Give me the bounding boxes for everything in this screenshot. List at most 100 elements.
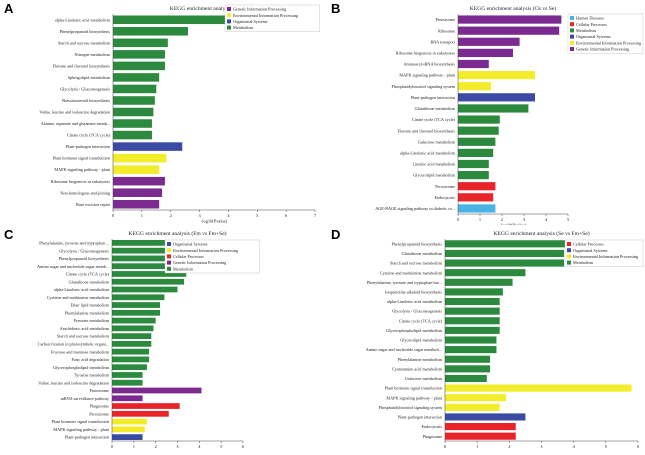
bar-label: Base excision repair xyxy=(76,202,111,207)
bar-label: Citrate cycle (TCA cycle) xyxy=(67,133,111,138)
legend-label: Metabolism xyxy=(233,25,254,30)
bar xyxy=(113,96,155,105)
bar-label: Carbon fixation in photosynthetic organi… xyxy=(38,341,109,346)
x-tick-label: 5 xyxy=(567,217,570,222)
x-tick-label: 3 xyxy=(176,444,179,449)
bar xyxy=(458,193,494,202)
bar xyxy=(445,403,500,411)
bar xyxy=(445,269,526,277)
legend-label: Organismal Systems xyxy=(573,248,608,253)
panel-a: A KEGG enrichment analysis (Ck vs Fm) alp… xyxy=(0,0,322,225)
bar xyxy=(445,336,497,344)
bar-label: alpha-Linolenic acid metabolism xyxy=(55,17,111,22)
bar xyxy=(112,426,145,433)
bar-label: Flavone and flavonol biosynthesis xyxy=(53,63,111,68)
legend-swatch xyxy=(167,266,171,271)
x-tick-label: 4 xyxy=(227,213,230,218)
bar xyxy=(458,71,535,80)
legend-swatch xyxy=(167,248,171,253)
chart-c: KEGG enrichment analysis (Fm vs Fm+Se) Ph… xyxy=(37,230,260,455)
bar-label: Phenylpropanoid biosynthesis xyxy=(59,256,110,261)
x-tick-label: 4 xyxy=(545,217,548,222)
bar-label: Glycerolipid metabolism xyxy=(413,173,455,178)
bar-label: Valine, leucine and isoleucine degradati… xyxy=(39,110,111,116)
bar xyxy=(445,249,565,257)
x-tick-label: 3 xyxy=(540,444,543,449)
x-tick-label: 3 xyxy=(198,213,201,218)
bar-label: Phenylalanine, tyrosine and tryptophan .… xyxy=(39,240,109,246)
bar-label: Phenylalanine, tyrosine and tryptophan b… xyxy=(367,280,442,286)
bar xyxy=(112,356,150,363)
bar xyxy=(112,294,165,301)
legend-swatch xyxy=(167,260,171,265)
bar-label: Plant hormone signal transduction xyxy=(52,419,110,424)
bar xyxy=(113,61,165,71)
legend-label: Cellular Processes xyxy=(173,254,204,259)
bar-label: Starch and sucrose metabolism xyxy=(58,40,111,45)
bar xyxy=(458,48,513,57)
legend-label: Environmental Information Processing xyxy=(576,40,642,45)
bar xyxy=(113,119,152,128)
bar xyxy=(113,188,163,197)
chart-title: KEGG enrichment analysis (Fm vs Fm+Se) xyxy=(128,230,226,237)
bar-label: Fatty acid degradation xyxy=(72,357,110,362)
bar-label: Plant hormone signal transduction xyxy=(385,386,443,391)
bar-label: Glycolysis / Gluconeogenesis xyxy=(392,309,442,314)
x-tick-label: 7 xyxy=(314,213,317,218)
bar-label: RNA transport xyxy=(430,39,455,44)
bar xyxy=(113,107,154,117)
bar-label: Valine, leucine and isoleucine degradati… xyxy=(38,380,110,386)
bar-label: Ribosome biogenesis in eukaryotes xyxy=(396,50,456,55)
legend-label: Cellular Processes xyxy=(573,242,604,247)
bar xyxy=(445,278,513,286)
bar xyxy=(458,115,500,124)
bar xyxy=(458,159,489,169)
bar xyxy=(112,286,178,293)
bar xyxy=(445,374,487,383)
x-tick-label: 2 xyxy=(155,444,157,449)
x-tick-label: 6 xyxy=(285,213,288,218)
legend-box xyxy=(224,4,320,32)
panel-a-letter: A xyxy=(4,1,14,16)
panel-c-letter: C xyxy=(4,227,14,242)
bar-label: MAPK signaling pathway - plant xyxy=(386,395,442,400)
bar xyxy=(458,137,496,146)
bar xyxy=(458,15,562,24)
x-tick-label: 2 xyxy=(170,213,172,218)
bar-label: mRNA surveillance pathway xyxy=(61,396,110,401)
bar xyxy=(445,240,638,248)
legend-label: Metabolism xyxy=(173,266,194,271)
bar-label: Proteasome xyxy=(435,17,455,22)
bar xyxy=(112,395,143,402)
legend-swatch xyxy=(227,25,231,30)
x-tick-label: 5 xyxy=(256,213,259,218)
bar-label: Phenylpropanoid biosynthesis xyxy=(60,29,111,34)
bar-label: Endocytosis xyxy=(422,424,443,429)
x-axis-label: -log10(Pvalue) xyxy=(201,219,228,224)
bar xyxy=(113,38,168,48)
bar-label: MAPK signaling pathway - plant xyxy=(399,73,455,78)
bar-label: MAPK signaling pathway - plant xyxy=(54,167,110,172)
x-tick-label: 6 xyxy=(637,444,640,449)
bar-label: Plant-pathogen interaction xyxy=(66,144,111,149)
x-tick-label: 0 xyxy=(457,217,460,222)
bar xyxy=(113,15,295,25)
bar xyxy=(113,199,160,209)
bar xyxy=(445,423,516,431)
bar-label: Aminoacyl-tRNA biosynthesis xyxy=(403,62,455,67)
bar-label: Non-homologous end-joining xyxy=(60,190,111,195)
legend-swatch xyxy=(567,248,571,253)
bar-label: alpha-Linolenic acid metabolism xyxy=(54,287,110,292)
bar xyxy=(458,104,529,113)
bar-label: Plant-pathogen interaction xyxy=(398,415,443,420)
bar xyxy=(113,153,167,163)
bar-label: Glycerophospholipid metabolism xyxy=(386,328,443,333)
x-tick-label: 1 xyxy=(476,444,478,449)
bar-label: AGE-RAGE signaling pathway in diabetic c… xyxy=(375,206,455,211)
legend-label: Organismal Systems xyxy=(173,242,208,247)
bar-label: Proteasome xyxy=(89,388,109,393)
legend-label: Genetic Information Processing xyxy=(173,260,227,265)
bar-label: Amino sugar and nucleotide sugar metabol… xyxy=(366,347,442,352)
bar-label: Isoquinoline alkaloid biosynthesis xyxy=(385,290,443,295)
bar xyxy=(112,325,154,332)
